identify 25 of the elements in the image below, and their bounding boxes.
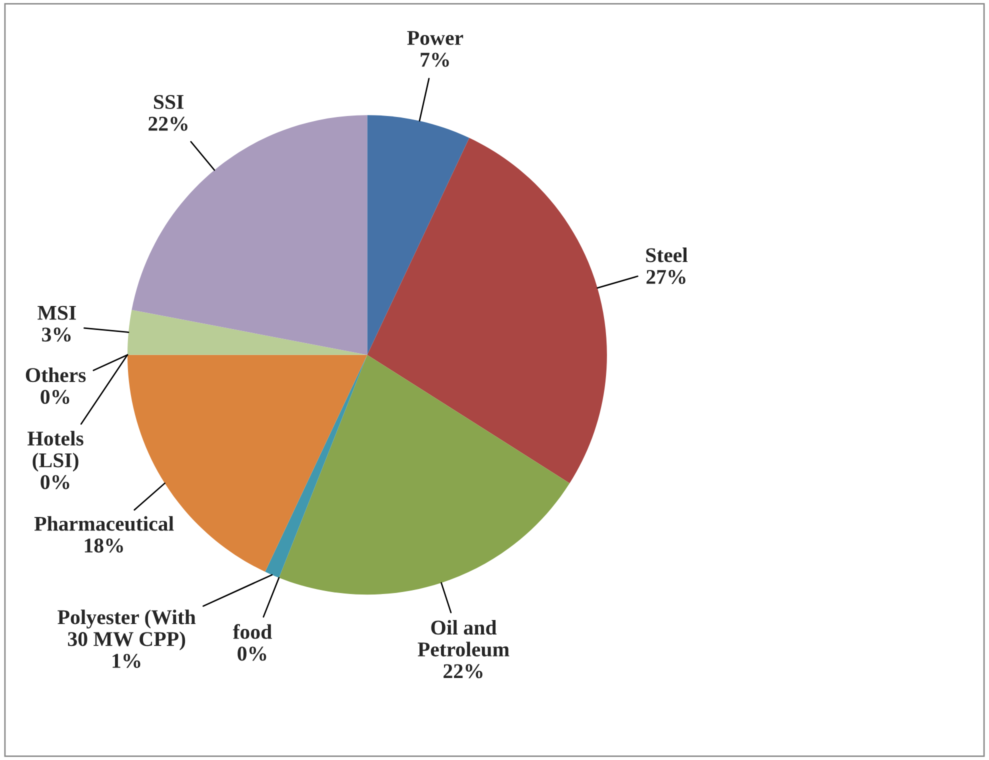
text: 0% xyxy=(40,475,70,490)
category-label: food xyxy=(232,624,272,639)
pie-slice xyxy=(278,354,570,594)
pie-slice xyxy=(367,115,470,355)
pie-slice xyxy=(367,138,607,484)
data-label: 1% xyxy=(112,654,140,668)
slice-label: Polyester (With 30 MW CPP) xyxy=(58,610,196,650)
data-label: 7% xyxy=(420,52,449,67)
data-label: 22% xyxy=(148,116,188,131)
slice-label: SSI xyxy=(154,95,184,109)
pie-slice xyxy=(127,310,368,355)
text: 0% xyxy=(40,390,70,404)
data-label: 22% xyxy=(444,664,482,678)
data-label: 27% xyxy=(646,270,686,284)
slice-label: Oil and Petroleum xyxy=(418,620,510,657)
slice-label: MSI xyxy=(38,306,76,320)
text: 0% xyxy=(238,646,266,661)
data-label: 18% xyxy=(84,538,123,553)
data-label: 3% xyxy=(42,328,71,342)
pie-slice xyxy=(132,115,368,355)
slice-label: Pharmaceutical xyxy=(34,516,174,531)
slice-label: Power xyxy=(407,31,464,45)
category-label: Hotels (LSI) xyxy=(28,430,84,472)
legend-label: Others xyxy=(26,367,86,382)
slice-label: Steel xyxy=(646,248,688,262)
